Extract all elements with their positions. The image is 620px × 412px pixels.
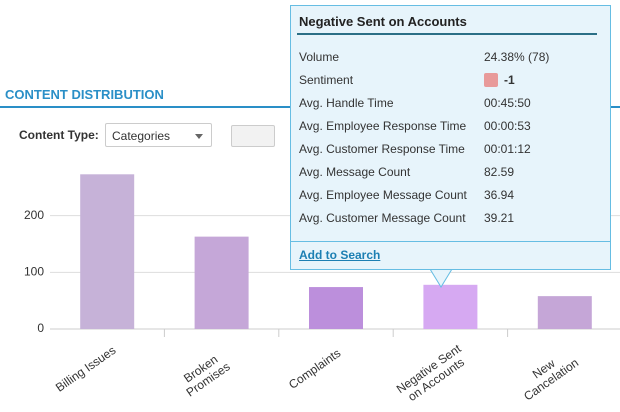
tooltip-row: Sentiment -1 [299,73,599,89]
tooltip-row: Avg. Message Count 82.59 [299,165,599,181]
row-value: 00:00:53 [484,119,531,133]
select-value: Categories [112,129,171,143]
row-value: 00:01:12 [484,142,531,156]
row-value: -1 [484,73,515,87]
tooltip: Negative Sent on Accounts Add to Search … [290,5,611,270]
row-label: Avg. Customer Message Count [299,211,466,225]
content-type-select[interactable]: Categories [105,123,212,147]
row-value: 82.59 [484,165,515,179]
tooltip-row: Avg. Employee Message Count 36.94 [299,188,599,204]
sentiment-value: -1 [504,73,515,87]
tooltip-title-rule [297,33,597,35]
row-label: Sentiment [299,73,354,87]
tooltip-row: Avg. Employee Response Time 00:00:53 [299,119,599,135]
bar [80,174,135,329]
tooltip-row: Volume 24.38% (78) [299,50,599,66]
tooltip-row: Avg. Handle Time 00:45:50 [299,96,599,112]
row-label: Avg. Employee Message Count [299,188,467,202]
row-value: 36.94 [484,188,515,202]
caret [195,134,203,139]
bar [309,287,363,329]
bar [537,296,592,329]
content-type-label: Content Type: [19,128,99,142]
y-tick-label: 200 [24,208,44,222]
row-value: 39.21 [484,211,515,225]
sort-button[interactable] [231,125,275,147]
row-label: Avg. Customer Response Time [299,142,465,156]
tooltip-row: Avg. Customer Response Time 00:01:12 [299,142,599,158]
row-label: Avg. Handle Time [299,96,394,110]
bar [423,284,478,329]
tooltip-arrow [430,269,452,288]
add-to-search-link[interactable]: Add to Search [299,248,381,262]
section-title: CONTENT DISTRIBUTION [5,87,164,102]
tooltip-title: Negative Sent on Accounts [299,14,467,29]
y-tick-label: 0 [37,321,44,335]
row-label: Volume [299,50,340,64]
row-value: 00:45:50 [484,96,531,110]
row-label: Avg. Employee Response Time [299,119,467,133]
tooltip-separator [291,241,610,242]
y-tick-label: 100 [24,265,44,279]
bar [194,236,249,329]
row-value: 24.38% (78) [484,50,550,64]
tooltip-row: Avg. Customer Message Count 39.21 [299,211,599,227]
sad-face-icon [484,73,498,87]
row-label: Avg. Message Count [299,165,411,179]
